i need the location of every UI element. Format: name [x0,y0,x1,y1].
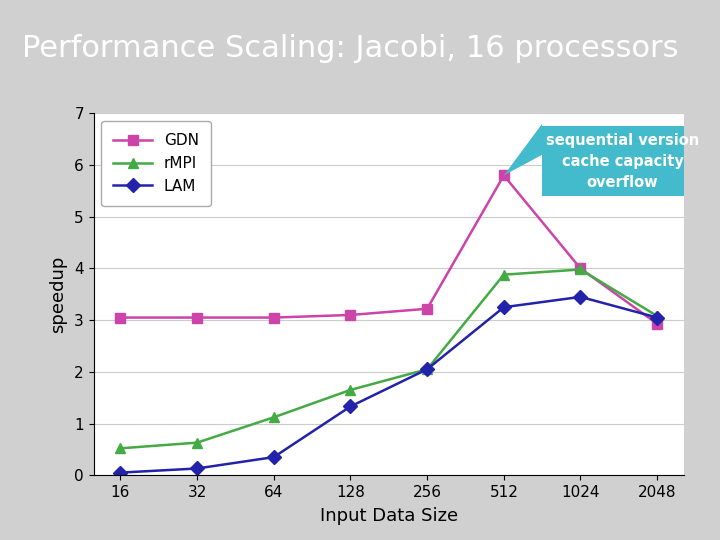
Text: sequential version
cache capacity
overflow: sequential version cache capacity overfl… [546,133,699,190]
LAM [346,403,355,410]
Line: GDN: GDN [116,171,662,329]
rMPI [269,414,278,421]
GDN [346,312,355,318]
rMPI [116,445,125,451]
GDN [500,172,508,179]
GDN [423,306,431,312]
LAM [500,304,508,310]
rMPI [653,313,662,319]
Y-axis label: speedup: speedup [49,255,67,333]
Text: Performance Scaling: Jacobi, 16 processors: Performance Scaling: Jacobi, 16 processo… [22,34,678,63]
GDN [193,314,202,321]
GDN [653,321,662,327]
LAM [576,294,585,300]
GDN [269,314,278,321]
rMPI [576,266,585,273]
X-axis label: Input Data Size: Input Data Size [320,507,458,525]
LAM [653,314,662,321]
GDN [116,314,125,321]
LAM [423,366,431,373]
rMPI [193,440,202,446]
GDN [576,265,585,272]
rMPI [423,366,431,373]
LAM [116,469,125,476]
LAM [193,465,202,472]
Legend: GDN, rMPI, LAM: GDN, rMPI, LAM [102,121,211,206]
Line: rMPI: rMPI [116,265,662,453]
FancyBboxPatch shape [542,126,703,196]
Line: LAM: LAM [116,292,662,477]
Polygon shape [504,124,542,176]
rMPI [346,387,355,393]
rMPI [500,272,508,278]
LAM [269,454,278,460]
